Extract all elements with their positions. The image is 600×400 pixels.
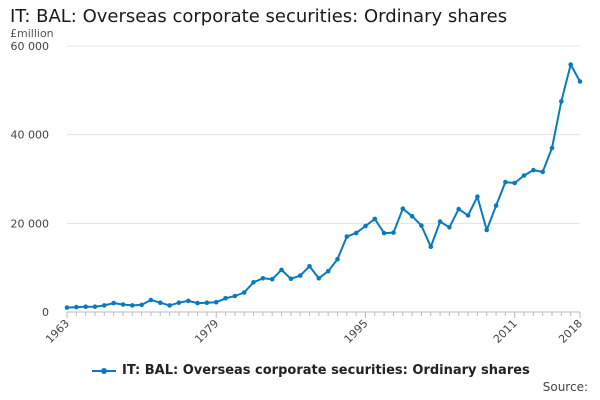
data-point: [167, 303, 172, 308]
data-point: [139, 302, 144, 308]
data-point: [559, 99, 564, 104]
data-point: [130, 303, 135, 308]
data-point: [484, 227, 490, 233]
data-point: [307, 264, 312, 269]
data-point: [251, 280, 256, 285]
data-point: [288, 276, 294, 282]
y-axis-unit-label: £million: [10, 27, 54, 40]
data-point: [540, 169, 545, 175]
chart-title: IT: BAL: Overseas corporate securities: …: [10, 6, 508, 27]
data-point: [512, 180, 517, 186]
data-point: [409, 213, 415, 219]
data-point: [204, 300, 210, 306]
data-point: [195, 300, 200, 306]
data-point: [223, 296, 228, 301]
data-point: [213, 299, 219, 305]
y-tick-label: 40 000: [11, 129, 50, 142]
data-point: [64, 305, 70, 310]
x-tick-label: 2011: [491, 317, 520, 346]
data-point: [120, 302, 126, 307]
data-point: [381, 230, 387, 236]
data-point: [158, 300, 163, 306]
data-point: [363, 223, 368, 229]
data-point: [269, 276, 275, 282]
x-tick-label: 1963: [43, 317, 72, 346]
data-point: [92, 304, 98, 310]
data-point: [232, 293, 238, 299]
data-point: [549, 145, 555, 151]
y-tick-label: 0: [42, 306, 49, 319]
data-point: [428, 244, 434, 250]
series-line: [66, 63, 581, 309]
data-point: [568, 62, 573, 67]
data-point: [325, 268, 331, 274]
data-point: [111, 300, 116, 306]
data-point: [83, 304, 88, 310]
y-tick-label: 20 000: [11, 217, 50, 230]
data-point: [344, 234, 350, 239]
data-point: [316, 276, 322, 281]
data-point: [419, 223, 424, 228]
data-point: [176, 300, 182, 306]
data-point: [279, 267, 284, 273]
legend-label: IT: BAL: Overseas corporate securities: …: [122, 363, 530, 378]
source-label: Source:: [542, 380, 588, 394]
legend-swatch: [92, 366, 116, 376]
data-point: [400, 206, 406, 211]
data-point: [531, 167, 536, 173]
data-point: [465, 213, 471, 218]
x-tick-label: 1995: [342, 317, 371, 346]
data-point: [74, 304, 79, 310]
data-point: [456, 206, 462, 212]
data-point: [521, 173, 527, 178]
data-point: [493, 203, 499, 208]
legend[interactable]: IT: BAL: Overseas corporate securities: …: [92, 363, 530, 378]
data-point: [335, 256, 340, 262]
data-point: [148, 297, 154, 303]
data-point: [186, 298, 191, 304]
data-point: [102, 303, 107, 308]
data-point: [577, 79, 583, 84]
data-point: [372, 216, 378, 222]
y-tick-label: 60 000: [11, 40, 50, 53]
data-point: [437, 219, 443, 224]
data-point: [241, 290, 247, 295]
data-point: [353, 230, 359, 236]
x-tick-label: 2018: [556, 317, 585, 346]
data-point: [297, 273, 303, 278]
data-point: [475, 194, 480, 199]
data-point: [260, 276, 266, 281]
data-point: [503, 179, 508, 185]
data-point: [391, 230, 396, 235]
x-tick-label: 1979: [192, 317, 221, 346]
data-point: [447, 225, 452, 230]
